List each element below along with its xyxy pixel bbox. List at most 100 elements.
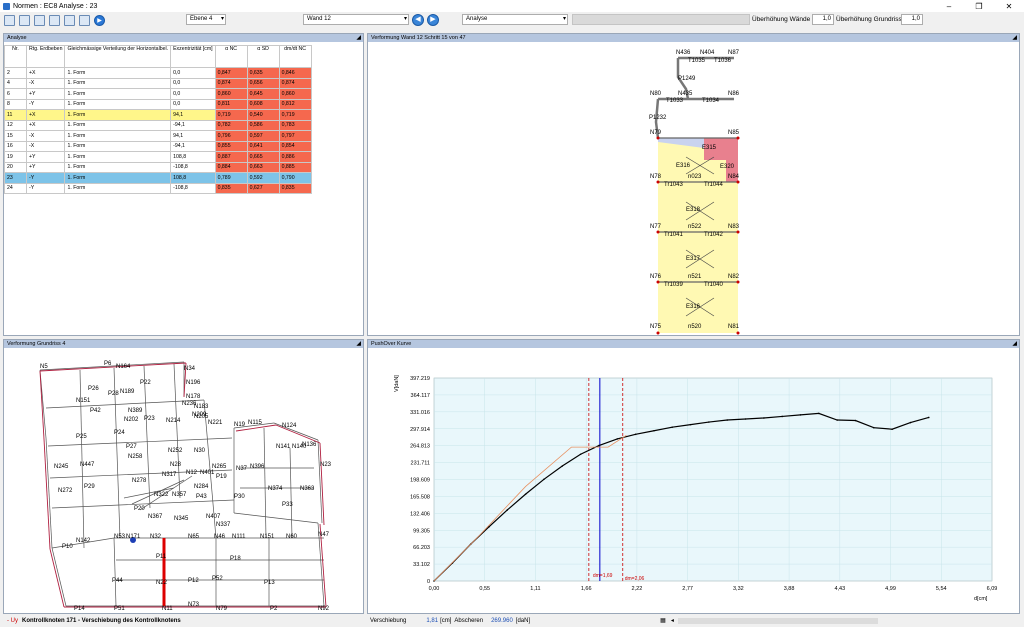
ueberhoehung-grundriss-input[interactable]: 1,0: [901, 14, 923, 25]
wall-node[interactable]: [736, 180, 740, 184]
table-cell: 0,811: [214, 98, 248, 110]
plan-node-label: P22: [140, 380, 151, 386]
column-header[interactable]: Exzentrizität [cm]: [170, 45, 216, 68]
data-point: [653, 429, 655, 432]
table-row[interactable]: 6 +Y 1. Form 0,0 0,860 0,645 0,860: [4, 88, 312, 100]
wall-node[interactable]: [736, 136, 740, 140]
wall-node[interactable]: [736, 230, 740, 234]
wall-node[interactable]: [656, 136, 660, 140]
table-cell: 0,597: [246, 130, 280, 142]
wall-node[interactable]: [736, 280, 740, 284]
table-cell: 108,8: [170, 172, 216, 184]
plan-deformation-view[interactable]: N5 P6 N164 N34 P22 N196 P26 P28 N189 N178N236N183…: [4, 344, 363, 613]
table-row[interactable]: 15 -X 1. Form 94,1 0,796 0,597 0,797: [4, 130, 312, 142]
prev-wall-button[interactable]: ◀: [412, 14, 424, 26]
displacement-unit: [cm]: [440, 617, 452, 624]
pin-icon[interactable]: ◢: [356, 35, 361, 41]
table-row[interactable]: 19 +Y 1. Form 108,8 0,887 0,665 0,886: [4, 151, 312, 163]
minimize-button[interactable]: –: [946, 1, 952, 11]
table-row[interactable]: 20 +Y 1. Form -108,8 0,884 0,663 0,885: [4, 161, 312, 173]
pier-line: [654, 98, 660, 139]
crack-line: [685, 201, 715, 221]
progress-bar: [572, 14, 750, 25]
column-header[interactable]: dm/dt NC: [278, 45, 312, 68]
table-cell: 94,1: [170, 130, 216, 142]
table-cell: 0,627: [246, 182, 280, 194]
column-header[interactable]: α NC: [214, 45, 248, 68]
wall-node[interactable]: [656, 230, 660, 234]
table-row[interactable]: 12 +X 1. Form -94,1 0,782 0,586 0,783: [4, 119, 312, 131]
table-cell: 0,835: [278, 182, 312, 194]
plan-node-label: N258: [128, 454, 143, 460]
table-row[interactable]: 16 -X 1. Form -94,1 0,855 0,641 0,854: [4, 140, 312, 152]
chevron-down-icon: ▾: [562, 16, 566, 22]
maximize-button[interactable]: ❐: [975, 1, 983, 11]
x-tick-label: 1,11: [530, 586, 540, 592]
plan-node-label: N53: [114, 534, 126, 540]
column-header[interactable]: α SD: [246, 45, 280, 68]
table-cell: -Y: [25, 172, 66, 184]
column-header[interactable]: Gleichmässige Verteilung der Horizontalb…: [64, 45, 172, 68]
plan-node-label: N401: [200, 470, 215, 476]
pin-icon[interactable]: ◢: [1012, 341, 1017, 347]
axis-icon[interactable]: [79, 15, 90, 26]
table-row[interactable]: 2 +X 1. Form 0,0 0,847 0,635 0,846: [4, 67, 312, 79]
plan-node-label: N23: [320, 462, 332, 468]
mode-select[interactable]: Analyse ▾: [462, 14, 568, 25]
column-header[interactable]: Rtg. Erdbeben: [25, 45, 66, 68]
wall-node-label: N435: [678, 91, 693, 97]
plan-node-label: N367: [148, 514, 163, 520]
next-wall-button[interactable]: ▶: [427, 14, 439, 26]
plan-node-label: N214: [166, 418, 181, 424]
curve-icon[interactable]: [64, 15, 75, 26]
plan-node-label: N124: [282, 423, 297, 429]
table-row[interactable]: 24 -Y 1. Form -108,8 0,835 0,627 0,835: [4, 182, 312, 194]
settings-icon[interactable]: ▦: [660, 618, 666, 624]
close-button[interactable]: ✕: [1005, 1, 1013, 11]
data-point: [836, 419, 838, 421]
save-icon[interactable]: [4, 15, 15, 26]
plan-node-label: N284: [194, 484, 209, 490]
pin-icon[interactable]: ◢: [356, 341, 361, 347]
wall-node-label: T1036: [714, 58, 732, 64]
export-icon[interactable]: [49, 15, 60, 26]
pushover-chart[interactable]: 0 33.102 66.203 99.305 132.406 165.508 198.609…: [368, 348, 1019, 613]
table-row[interactable]: 23 -Y 1. Form 108,8 0,789 0,592 0,790: [4, 172, 312, 184]
data-point: [927, 416, 930, 419]
wall-node[interactable]: [656, 180, 660, 184]
table-cell: 0,874: [278, 77, 312, 89]
column-header[interactable]: Nr.: [4, 45, 27, 68]
table-cell: 108,8: [170, 151, 216, 163]
table-cell: 1. Form: [64, 88, 172, 100]
scrollbar[interactable]: [677, 617, 878, 624]
wall-node[interactable]: [656, 331, 660, 335]
table-row[interactable]: 11 +X 1. Form 94,1 0,719 0,540 0,719: [4, 109, 312, 121]
ueberhoehung-waende-input[interactable]: 1,0: [812, 14, 834, 25]
glasses-icon[interactable]: [34, 15, 45, 26]
play-icon[interactable]: ▶: [94, 15, 105, 26]
table-cell: 0,783: [278, 119, 312, 131]
wall-node-label: E315: [702, 145, 717, 151]
chart-icon[interactable]: [19, 15, 30, 26]
table-cell: 1. Form: [64, 119, 172, 131]
level-select[interactable]: Ebene 4 ▾: [186, 14, 226, 25]
wall-select[interactable]: Wand 12 ▾: [303, 14, 409, 25]
table-row[interactable]: 8 -Y 1. Form 0,0 0,811 0,608 0,812: [4, 98, 312, 110]
table-cell: 0,855: [214, 140, 248, 152]
plan-node-label: N202: [124, 417, 139, 423]
table-cell: 0,641: [246, 140, 280, 152]
pin-icon[interactable]: ◢: [1012, 35, 1017, 41]
plan-node-label: P11: [156, 554, 167, 560]
scroll-left-icon[interactable]: ◂: [670, 618, 674, 624]
plan-node-label: N19: [234, 422, 246, 428]
wall-node-label: P1249: [678, 76, 696, 82]
chevron-down-icon: ▾: [220, 16, 224, 22]
wall-node[interactable]: [736, 331, 740, 335]
mode-select-value: Analyse: [466, 16, 488, 22]
wall-deformation-view[interactable]: N436 N404 N87 T1035 T1036 P1249 N80 N435 N86 T103…: [368, 42, 1019, 335]
table-row[interactable]: 4 -X 1. Form 0,0 0,874 0,656 0,874: [4, 77, 312, 89]
data-point: [689, 423, 692, 426]
control-node[interactable]: [130, 537, 136, 543]
data-point: [561, 465, 564, 467]
wall-node[interactable]: [656, 280, 660, 284]
